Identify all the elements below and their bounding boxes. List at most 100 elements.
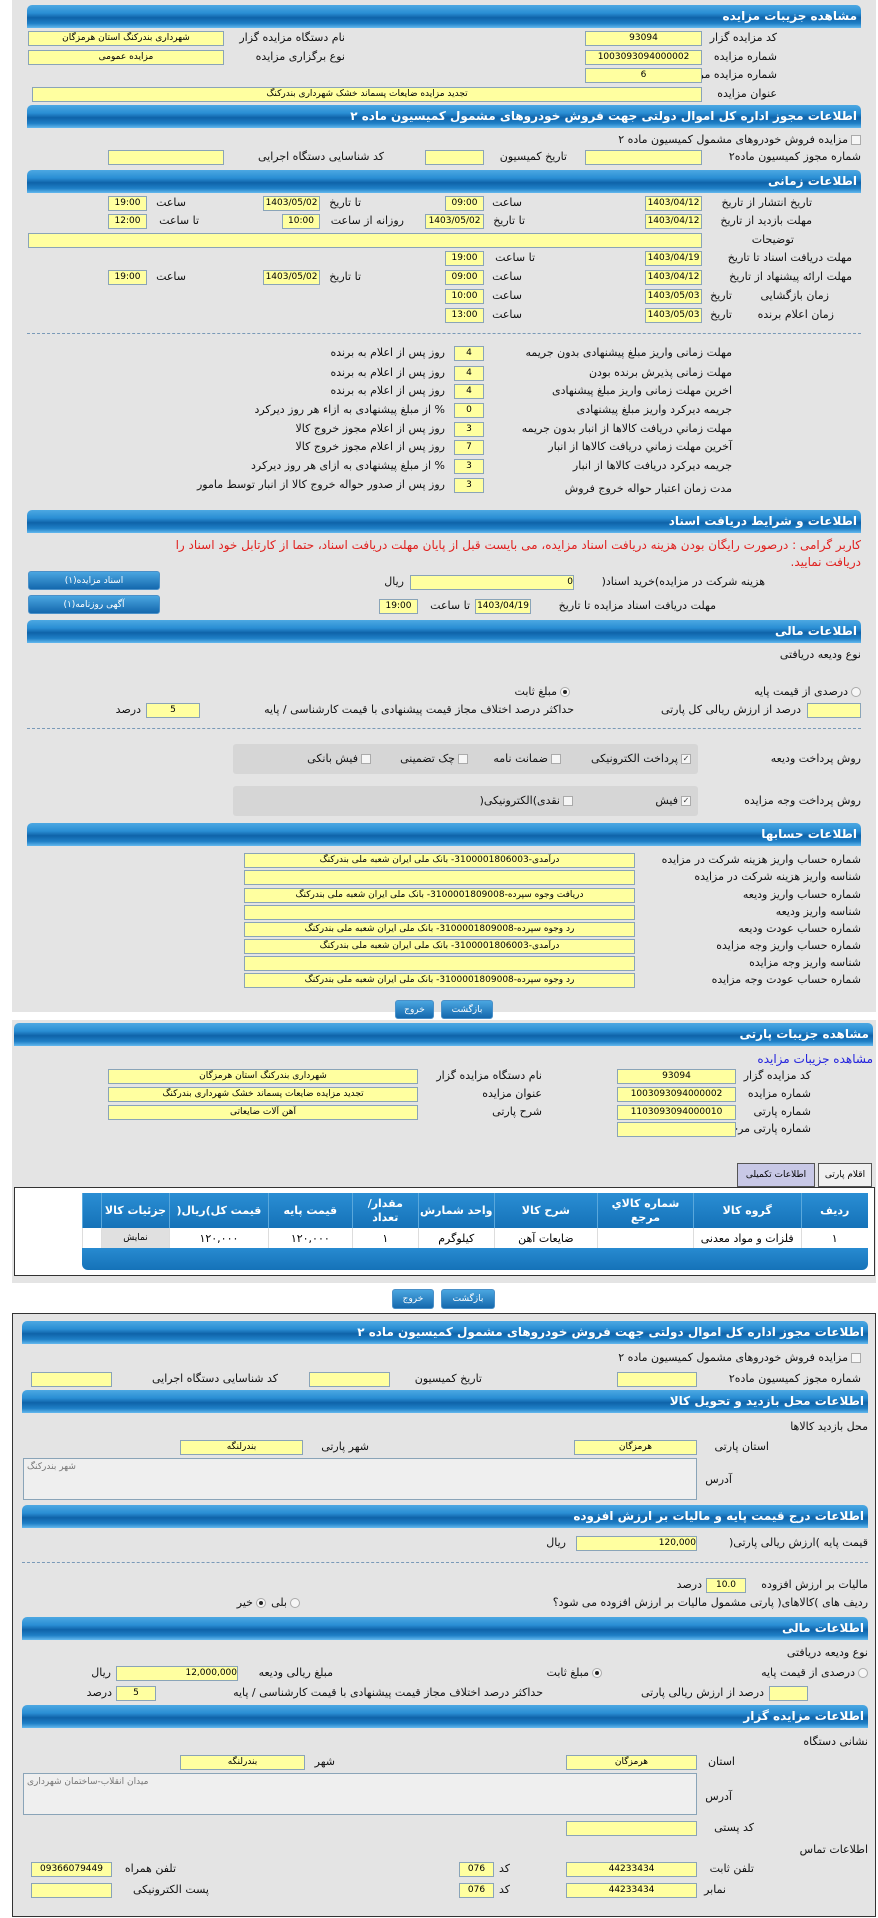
phone-code-field[interactable]: 076 bbox=[459, 1862, 494, 1877]
finance2-pct-radio[interactable] bbox=[858, 1668, 868, 1678]
exec-code-field[interactable] bbox=[108, 150, 224, 165]
visit-address-field[interactable]: شهر بندرکنگ bbox=[23, 1458, 697, 1500]
deposit-amount-field[interactable]: 12,000,000 bbox=[116, 1666, 238, 1681]
deadline-field[interactable]: 3 bbox=[454, 478, 484, 493]
daily-to-field[interactable]: 12:00 bbox=[108, 214, 147, 229]
desc-field[interactable] bbox=[28, 233, 702, 248]
deposit-method-option[interactable]: ضمانت نامه bbox=[493, 752, 561, 766]
checkbox-icon[interactable] bbox=[551, 754, 561, 764]
column-header[interactable]: مقدار/ تعداد bbox=[351, 1193, 419, 1228]
column-header[interactable]: شرح کالا bbox=[493, 1193, 598, 1228]
finance2-pct-row[interactable]: درصدی از قیمت پایه bbox=[761, 1666, 868, 1680]
vat-field[interactable]: 10.0 bbox=[706, 1578, 746, 1593]
offer-to-time-field[interactable]: 19:00 bbox=[108, 270, 147, 285]
fax-code-field[interactable]: 076 bbox=[459, 1883, 494, 1898]
deadline-field[interactable]: 3 bbox=[454, 422, 484, 437]
lot-desc-field[interactable]: آهن آلات ضایعاتی bbox=[108, 1105, 418, 1120]
finance2-max-diff-field[interactable]: 5 bbox=[116, 1686, 156, 1701]
checkbox-icon[interactable] bbox=[361, 754, 371, 764]
column-header[interactable]: قیمت کل)ریال( bbox=[169, 1193, 269, 1228]
mobile-field[interactable]: 09366079449 bbox=[31, 1862, 112, 1877]
fixed-radio[interactable] bbox=[560, 687, 570, 697]
account-field[interactable] bbox=[244, 905, 635, 920]
lot-permit-field[interactable] bbox=[617, 1372, 697, 1387]
publish-to-time-field[interactable]: 19:00 bbox=[108, 196, 147, 211]
email-field[interactable] bbox=[31, 1883, 112, 1898]
deadline-field[interactable]: 4 bbox=[454, 384, 484, 399]
publish-time-field[interactable]: 09:00 bbox=[445, 196, 484, 211]
lot-subject-field[interactable]: تجدید مزایده ضایعات پسماند خشک شهرداری ب… bbox=[108, 1087, 418, 1102]
deadline-field[interactable]: 4 bbox=[454, 346, 484, 361]
finance2-pct-field[interactable] bbox=[769, 1686, 808, 1701]
opening-date-field[interactable]: 1403/05/03 bbox=[645, 289, 702, 304]
auctioneer-address-field[interactable]: میدان انقلاب-ساختمان شهرداری bbox=[23, 1773, 697, 1815]
newspaper-ad-button[interactable]: آگهی روزنامه(۱) bbox=[28, 595, 160, 614]
vat-yes-row[interactable]: بلی bbox=[271, 1596, 300, 1610]
permit-field[interactable] bbox=[585, 150, 702, 165]
base-price-field[interactable]: 120,000 bbox=[576, 1536, 697, 1551]
code-field[interactable]: 93094 bbox=[585, 31, 702, 46]
fax-field[interactable]: 44233434 bbox=[566, 1883, 697, 1898]
auctioneer-city-field[interactable]: بندرلنگه bbox=[180, 1755, 305, 1770]
vat-no-radio[interactable] bbox=[256, 1598, 266, 1608]
opening-time-field[interactable]: 10:00 bbox=[445, 289, 484, 304]
tab-extra-info[interactable]: اطلاعات تکمیلی bbox=[737, 1163, 815, 1187]
exit-button[interactable]: خروج bbox=[395, 1000, 434, 1019]
lot-ref-field[interactable] bbox=[617, 1122, 736, 1137]
auction-details-link[interactable]: مشاهده جزیبات مزایده bbox=[757, 1052, 873, 1066]
checkbox-icon[interactable]: ✓ bbox=[681, 754, 691, 764]
pay-method-option[interactable]: نقدی)الکترونیکی( bbox=[480, 794, 573, 808]
auctioneer-province-field[interactable]: هرمزگان bbox=[566, 1755, 697, 1770]
column-header[interactable]: قیمت پایه bbox=[267, 1193, 353, 1228]
postal-field[interactable] bbox=[566, 1821, 697, 1836]
lot-number-field[interactable]: 1003093094000002 bbox=[617, 1087, 736, 1102]
commission-checkbox[interactable] bbox=[851, 135, 861, 145]
tab-lot-items[interactable]: اقلام پارتی bbox=[818, 1163, 872, 1187]
account-field[interactable]: دریافت وجوه سپرده-3100001809008- بانک مل… bbox=[244, 888, 635, 903]
offer-from-field[interactable]: 1403/04/12 bbox=[645, 270, 702, 285]
deposit-method-option[interactable]: ✓پرداخت الکترونیکی bbox=[591, 752, 691, 766]
ref-field[interactable]: 6 bbox=[585, 68, 702, 83]
daily-from-field[interactable]: 10:00 bbox=[282, 214, 320, 229]
commission-checkbox-row[interactable]: مزایده فروش خودروهای مشمول کمیسیون ماده … bbox=[618, 133, 861, 147]
finance2-fixed-row[interactable]: مبلغ ثابت bbox=[547, 1666, 602, 1680]
phone-field[interactable]: 44233434 bbox=[566, 1862, 697, 1877]
fixed-radio-row[interactable]: مبلغ ثابت bbox=[515, 685, 570, 699]
column-header[interactable]: شماره کالاي مرجع bbox=[597, 1193, 694, 1228]
agency-field[interactable]: شهرداری بندرکنگ استان هرمزگان bbox=[28, 31, 224, 46]
account-field[interactable]: رد وجوه سپرده-3100001809008- بانک ملی ای… bbox=[244, 973, 635, 988]
lot-commission-checkbox[interactable] bbox=[851, 1353, 861, 1363]
column-header[interactable]: جزئیات کالا bbox=[100, 1193, 170, 1228]
vat-no-row[interactable]: خیر bbox=[237, 1596, 266, 1610]
pct-radio-row[interactable]: درصدی از قیمت پایه bbox=[754, 685, 861, 699]
lot-agency-field[interactable]: شهرداری بندرکنگ استان هرمزگان bbox=[108, 1069, 418, 1084]
publish-to-field[interactable]: 1403/05/02 bbox=[263, 196, 320, 211]
checkbox-icon[interactable] bbox=[563, 796, 573, 806]
column-header[interactable]: واحد شمارش bbox=[417, 1193, 495, 1228]
subject-field[interactable]: تجدید مزایده ضایعات پسماند خشک شهرداری ب… bbox=[32, 87, 702, 102]
account-field[interactable] bbox=[244, 870, 635, 885]
deposit-method-option[interactable]: چک تضمینی bbox=[400, 752, 468, 766]
checkbox-icon[interactable] bbox=[458, 754, 468, 764]
column-header[interactable]: ردیف bbox=[800, 1193, 868, 1228]
account-field[interactable]: درآمدی-3100001806003- بانک ملی ایران شعب… bbox=[244, 853, 635, 868]
deadline-field[interactable]: 4 bbox=[454, 366, 484, 381]
visit-province-field[interactable]: هرمزگان bbox=[574, 1440, 697, 1455]
pct-radio[interactable] bbox=[851, 687, 861, 697]
winner-time-field[interactable]: 13:00 bbox=[445, 308, 484, 323]
winner-date-field[interactable]: 1403/05/03 bbox=[645, 308, 702, 323]
lot-code-field[interactable]: 93094 bbox=[617, 1069, 736, 1084]
deadline-field[interactable]: 3 bbox=[454, 459, 484, 474]
commission-date-field[interactable] bbox=[425, 150, 484, 165]
deadline-field[interactable]: 0 bbox=[454, 403, 484, 418]
finance2-fixed-radio[interactable] bbox=[592, 1668, 602, 1678]
back-button-2[interactable]: بازگشت bbox=[441, 1289, 495, 1309]
checkbox-icon[interactable]: ✓ bbox=[681, 796, 691, 806]
deposit-method-option[interactable]: فیش بانکی bbox=[307, 752, 371, 766]
docs-cost-field[interactable]: 0 bbox=[410, 575, 574, 590]
exit-button-2[interactable]: خروج bbox=[392, 1289, 434, 1309]
type-field[interactable]: مزایده عمومی bbox=[28, 50, 224, 65]
visit-city-field[interactable]: بندرلنگه bbox=[180, 1440, 303, 1455]
pay-method-option[interactable]: ✓فیش bbox=[655, 794, 691, 808]
back-button[interactable]: بازگشت bbox=[441, 1000, 493, 1019]
